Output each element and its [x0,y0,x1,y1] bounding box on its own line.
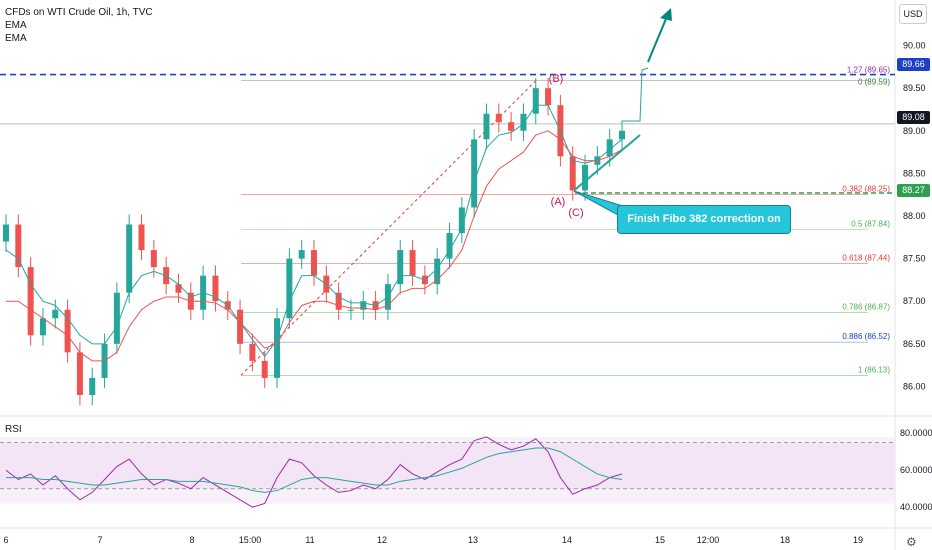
ema-indicator-label-1[interactable]: EMA [5,20,27,31]
candle-body [126,224,133,293]
candle-body [150,250,157,268]
target-arrow-shaft [647,13,669,63]
fib-trend-line [240,80,537,376]
candle-body [113,292,120,344]
candle-body [261,360,268,378]
candle-body [175,284,182,293]
candle-body [483,113,490,140]
settings-icon[interactable]: ⚙ [906,535,917,549]
ema-indicator-label-2[interactable]: EMA [5,33,27,44]
time-tick-label: 11 [305,535,314,545]
fib-level-label: 1 (86.13) [858,365,890,374]
candle-body [76,352,83,395]
candle-body [15,224,22,268]
time-tick-label: 12:00 [697,535,720,545]
rsi-background [0,436,895,504]
candle-body [286,258,293,319]
price-tick-label: 89.00 [903,126,926,136]
candle-body [138,224,145,251]
price-tick-label: 87.00 [903,296,926,306]
candle-body [619,130,625,140]
candle-body [64,309,71,353]
fib-level-label: 0.382 (88.25) [842,185,890,194]
candle-body [3,224,9,242]
candle-body [89,377,96,395]
rsi-indicator-label[interactable]: RSI [5,424,22,435]
price-badge-current: 89.08 [897,111,930,124]
fib-level-label: 0.886 (86.52) [842,332,890,341]
candle-body [471,139,478,208]
candle-body [27,267,34,336]
time-tick-label: 18 [780,535,790,545]
candle-body [520,113,527,131]
candle-body [274,318,281,378]
price-tick-label: 86.50 [903,339,926,349]
trend-up-line [573,134,641,192]
candle-body [52,309,59,319]
target-arrow-head [660,8,672,21]
price-badge-top: 89.66 [897,58,930,71]
candle-body [347,309,354,311]
price-tick-label: 88.50 [903,168,926,178]
candle-body [434,258,441,285]
candle-body [582,164,589,191]
rsi-ma-line [6,447,623,493]
candle-body [249,343,256,361]
candle-body [569,156,576,191]
time-tick-label: 14 [562,535,572,545]
candle-body [39,318,46,336]
fib-level-label: 0.618 (87.44) [842,254,890,263]
candle-body [335,292,342,310]
wave-label: (C) [568,207,583,219]
ema-line [6,130,623,362]
candle-body [508,122,515,131]
fib-level-label: 1.27 (89.65) [847,65,890,74]
price-tick-label: 90.00 [903,41,926,51]
rsi-tick-label: 80.0000 [900,428,932,438]
candle-body [495,113,502,123]
time-tick-label: 12 [377,535,387,545]
currency-button[interactable]: USD [899,4,927,24]
time-tick-label: 7 [97,535,102,545]
candle-body [237,309,244,344]
candle-body [409,250,416,276]
ema-line [5,104,623,358]
wave-label: (B) [549,73,564,85]
time-tick-label: 15:00 [239,535,262,545]
candle-body [360,301,367,310]
time-tick-label: 6 [3,535,8,545]
candle-body [298,250,305,259]
price-badge-fib: 88.27 [897,184,930,197]
candle-body [545,88,552,106]
price-tick-label: 86.00 [903,381,926,391]
fib-level-label: 0 (89.59) [858,78,890,87]
time-tick-label: 8 [189,535,194,545]
candle-body [212,275,219,302]
price-tick-label: 88.00 [903,211,926,221]
symbol-title[interactable]: CFDs on WTI Crude Oil, 1h, TVC [5,7,153,18]
wave-label: (A) [551,196,566,208]
time-tick-label: 19 [853,535,863,545]
annotation-callout[interactable]: Finish Fibo 382 correction on Wed. [617,205,791,252]
chart-header: CFDs on WTI Crude Oil, 1h, TVC EMA EMA [5,6,153,45]
candle-body [606,139,613,157]
candle-body [311,250,317,276]
projection-path [622,67,649,122]
fib-level-label: 0.786 (86.87) [842,302,890,311]
fib-level-label: 0.5 (87.84) [851,220,890,229]
price-tick-label: 89.50 [903,83,926,93]
candle-body [532,88,539,114]
candle-body [397,250,404,285]
rsi-tick-label: 60.0000 [900,465,932,475]
candle-body [446,233,453,259]
rsi-tick-label: 40.0000 [900,502,932,512]
price-tick-label: 87.50 [903,254,926,264]
candle-body [458,207,465,234]
time-tick-label: 13 [468,535,478,545]
rsi-line [5,436,623,508]
time-tick-label: 15 [655,535,665,545]
